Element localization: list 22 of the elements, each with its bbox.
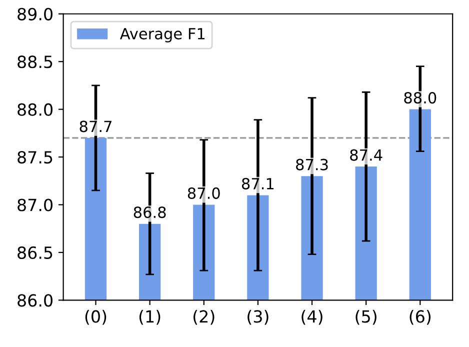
y-tick-label: 88.0 [18,103,52,116]
x-tick-label: (6) [410,310,431,325]
y-tick-label: 87.0 [18,198,52,212]
x-tick-label: (0) [85,310,106,325]
text: 87.0 [188,187,220,199]
text: 87.4 [350,149,382,161]
x-tick-label: (3) [248,310,268,325]
y-tick-label: 86.0 [18,294,52,307]
x-tick-label: (4) [302,310,322,325]
text: 86.8 [134,206,166,218]
text: 87.7 [80,120,112,132]
text: 87.3 [296,158,328,170]
y-tick-label: 87.5 [18,150,52,164]
x-tick-label: (1) [139,310,160,325]
legend-label: Average F1 [120,28,205,42]
y-tick-label: 86.5 [18,246,52,260]
x-tick-label: (5) [356,310,376,325]
y-tick-label: 88.5 [18,56,52,68]
text: 88.0 [404,92,436,104]
y-tick-label: 89.0 [18,8,52,20]
x-tick-label: (2) [194,310,214,325]
text: 87.1 [242,178,274,190]
